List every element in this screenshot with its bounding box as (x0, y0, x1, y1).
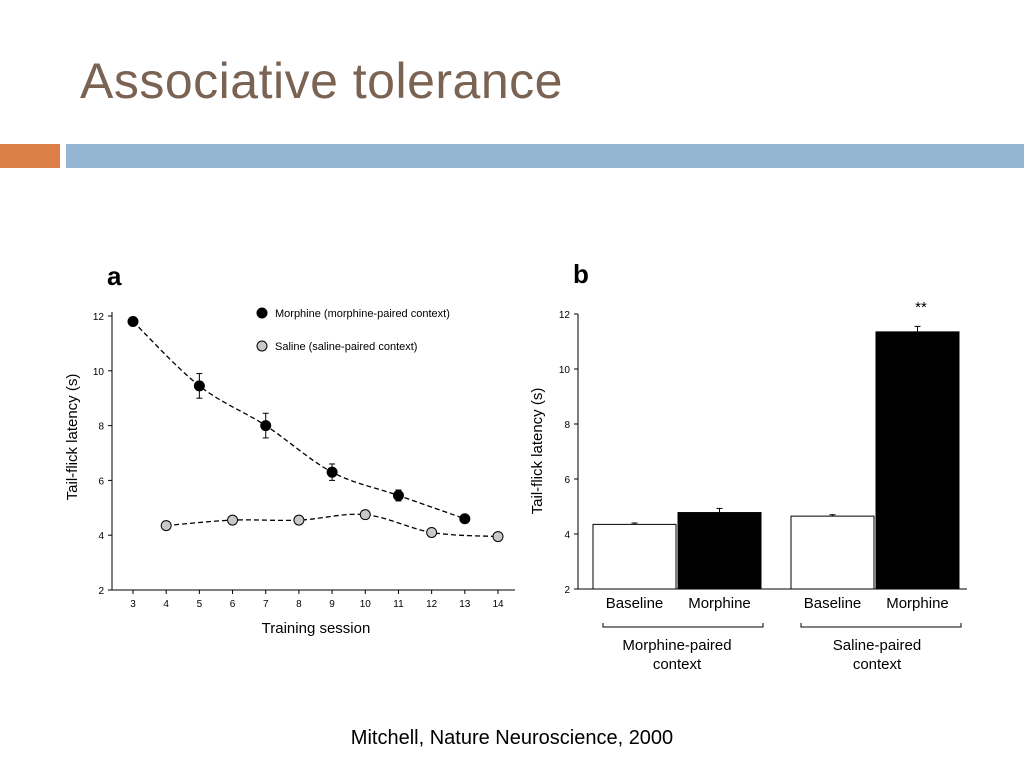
series-1-line (166, 513, 499, 538)
panel-a-x-tick-label: 5 (197, 599, 203, 610)
panel-a-x-tick-label: 14 (492, 599, 504, 610)
legend-marker-morphine (256, 307, 268, 319)
panel-b-y-tick-label: 12 (559, 310, 571, 321)
bar-category-label: Baseline (606, 595, 664, 612)
significance-marker: ** (915, 299, 927, 316)
bar-category-label: Baseline (804, 595, 862, 612)
group-bracket-2 (800, 623, 962, 628)
panel-a-y-tick-label: 8 (98, 422, 104, 433)
series-1-point (426, 526, 438, 538)
series-0-point (260, 420, 272, 432)
accent-bar (66, 144, 1024, 168)
series-1-point (293, 514, 305, 526)
figure: a 2 4 6 8 10 12 3 4 5 6 7 8 9 10 11 12 13 14 Training ses… (64, 259, 967, 673)
panel-a-y-tick-label: 2 (98, 586, 104, 597)
panel-a-x-tick-label: 11 (393, 599, 404, 610)
bar (875, 331, 960, 590)
panel-a-x-tick-label: 10 (360, 599, 372, 610)
legend-marker-saline (256, 340, 268, 352)
series-0-point (392, 489, 404, 501)
series-0-point (459, 513, 471, 525)
panel-a-y-tick-label: 10 (93, 367, 105, 378)
panel-b: b 2 4 6 8 10 12 Baseline Morphine Baseline Morphi… (529, 259, 967, 673)
panel-a-y-tick-label: 4 (98, 531, 104, 542)
legend-label-saline: Saline (saline-paired context) (275, 341, 417, 353)
series-1-point (492, 531, 504, 543)
panel-a-plot: 2 4 6 8 10 12 3 4 5 6 7 8 9 10 11 12 13 14 (93, 312, 515, 610)
citation: Mitchell, Nature Neuroscience, 2000 (350, 727, 674, 749)
accent-block (0, 144, 60, 168)
panel-b-y-axis-title: Tail-flick latency (s) (529, 388, 546, 515)
panel-a-x-tick-label: 7 (263, 599, 269, 610)
panel-a-x-tick-label: 9 (329, 599, 335, 610)
group-label-2-line2: context (853, 656, 902, 673)
panel-b-plot: 2 4 6 8 10 12 Baseline Morphine Baseline Morphine (559, 310, 967, 612)
bar-category-label: Morphine (886, 595, 949, 612)
panel-b-y-tick-label: 2 (564, 585, 570, 596)
series-0-point (326, 466, 338, 478)
series-1-point (160, 520, 172, 532)
panel-a-x-tick-label: 4 (163, 599, 169, 610)
panel-b-label: b (573, 259, 589, 289)
bar-category-label: Morphine (688, 595, 751, 612)
panel-a-x-axis-title: Training session (262, 620, 371, 637)
panel-a-x-tick-label: 8 (296, 599, 302, 610)
panel-a-x-tick-label: 12 (426, 599, 438, 610)
bar (592, 523, 677, 590)
series-1-point (359, 509, 371, 521)
panel-a-x-tick-label: 13 (459, 599, 471, 610)
series-1-point (227, 514, 239, 526)
legend-label-morphine: Morphine (morphine-paired context) (275, 308, 450, 320)
panel-a-y-tick-label: 12 (93, 312, 105, 323)
slide-title: Associative tolerance (80, 53, 563, 109)
panel-b-y-tick-label: 6 (564, 475, 570, 486)
series-0-point (127, 315, 139, 327)
group-bracket-1 (602, 623, 764, 628)
panel-b-y-tick-label: 8 (564, 420, 570, 431)
group-label-1-line1: Morphine-paired (622, 637, 731, 654)
series-0-point (193, 380, 205, 392)
bar (790, 515, 875, 590)
panel-a-x-tick-label: 6 (230, 599, 236, 610)
group-label-1-line2: context (653, 656, 702, 673)
panel-a-y-tick-label: 6 (98, 476, 104, 487)
panel-a: a 2 4 6 8 10 12 3 4 5 6 7 8 9 10 11 12 13 14 Training ses… (64, 261, 515, 637)
panel-a-label: a (107, 261, 122, 291)
panel-a-y-axis-title: Tail-flick latency (s) (64, 374, 81, 501)
panel-b-y-tick-label: 4 (564, 530, 570, 541)
panel-a-legend: Morphine (morphine-paired context) Salin… (256, 307, 450, 353)
panel-b-y-tick-label: 10 (559, 365, 571, 376)
panel-a-x-tick-label: 3 (130, 599, 136, 610)
bar (677, 512, 762, 590)
group-label-2-line1: Saline-paired (833, 637, 921, 654)
